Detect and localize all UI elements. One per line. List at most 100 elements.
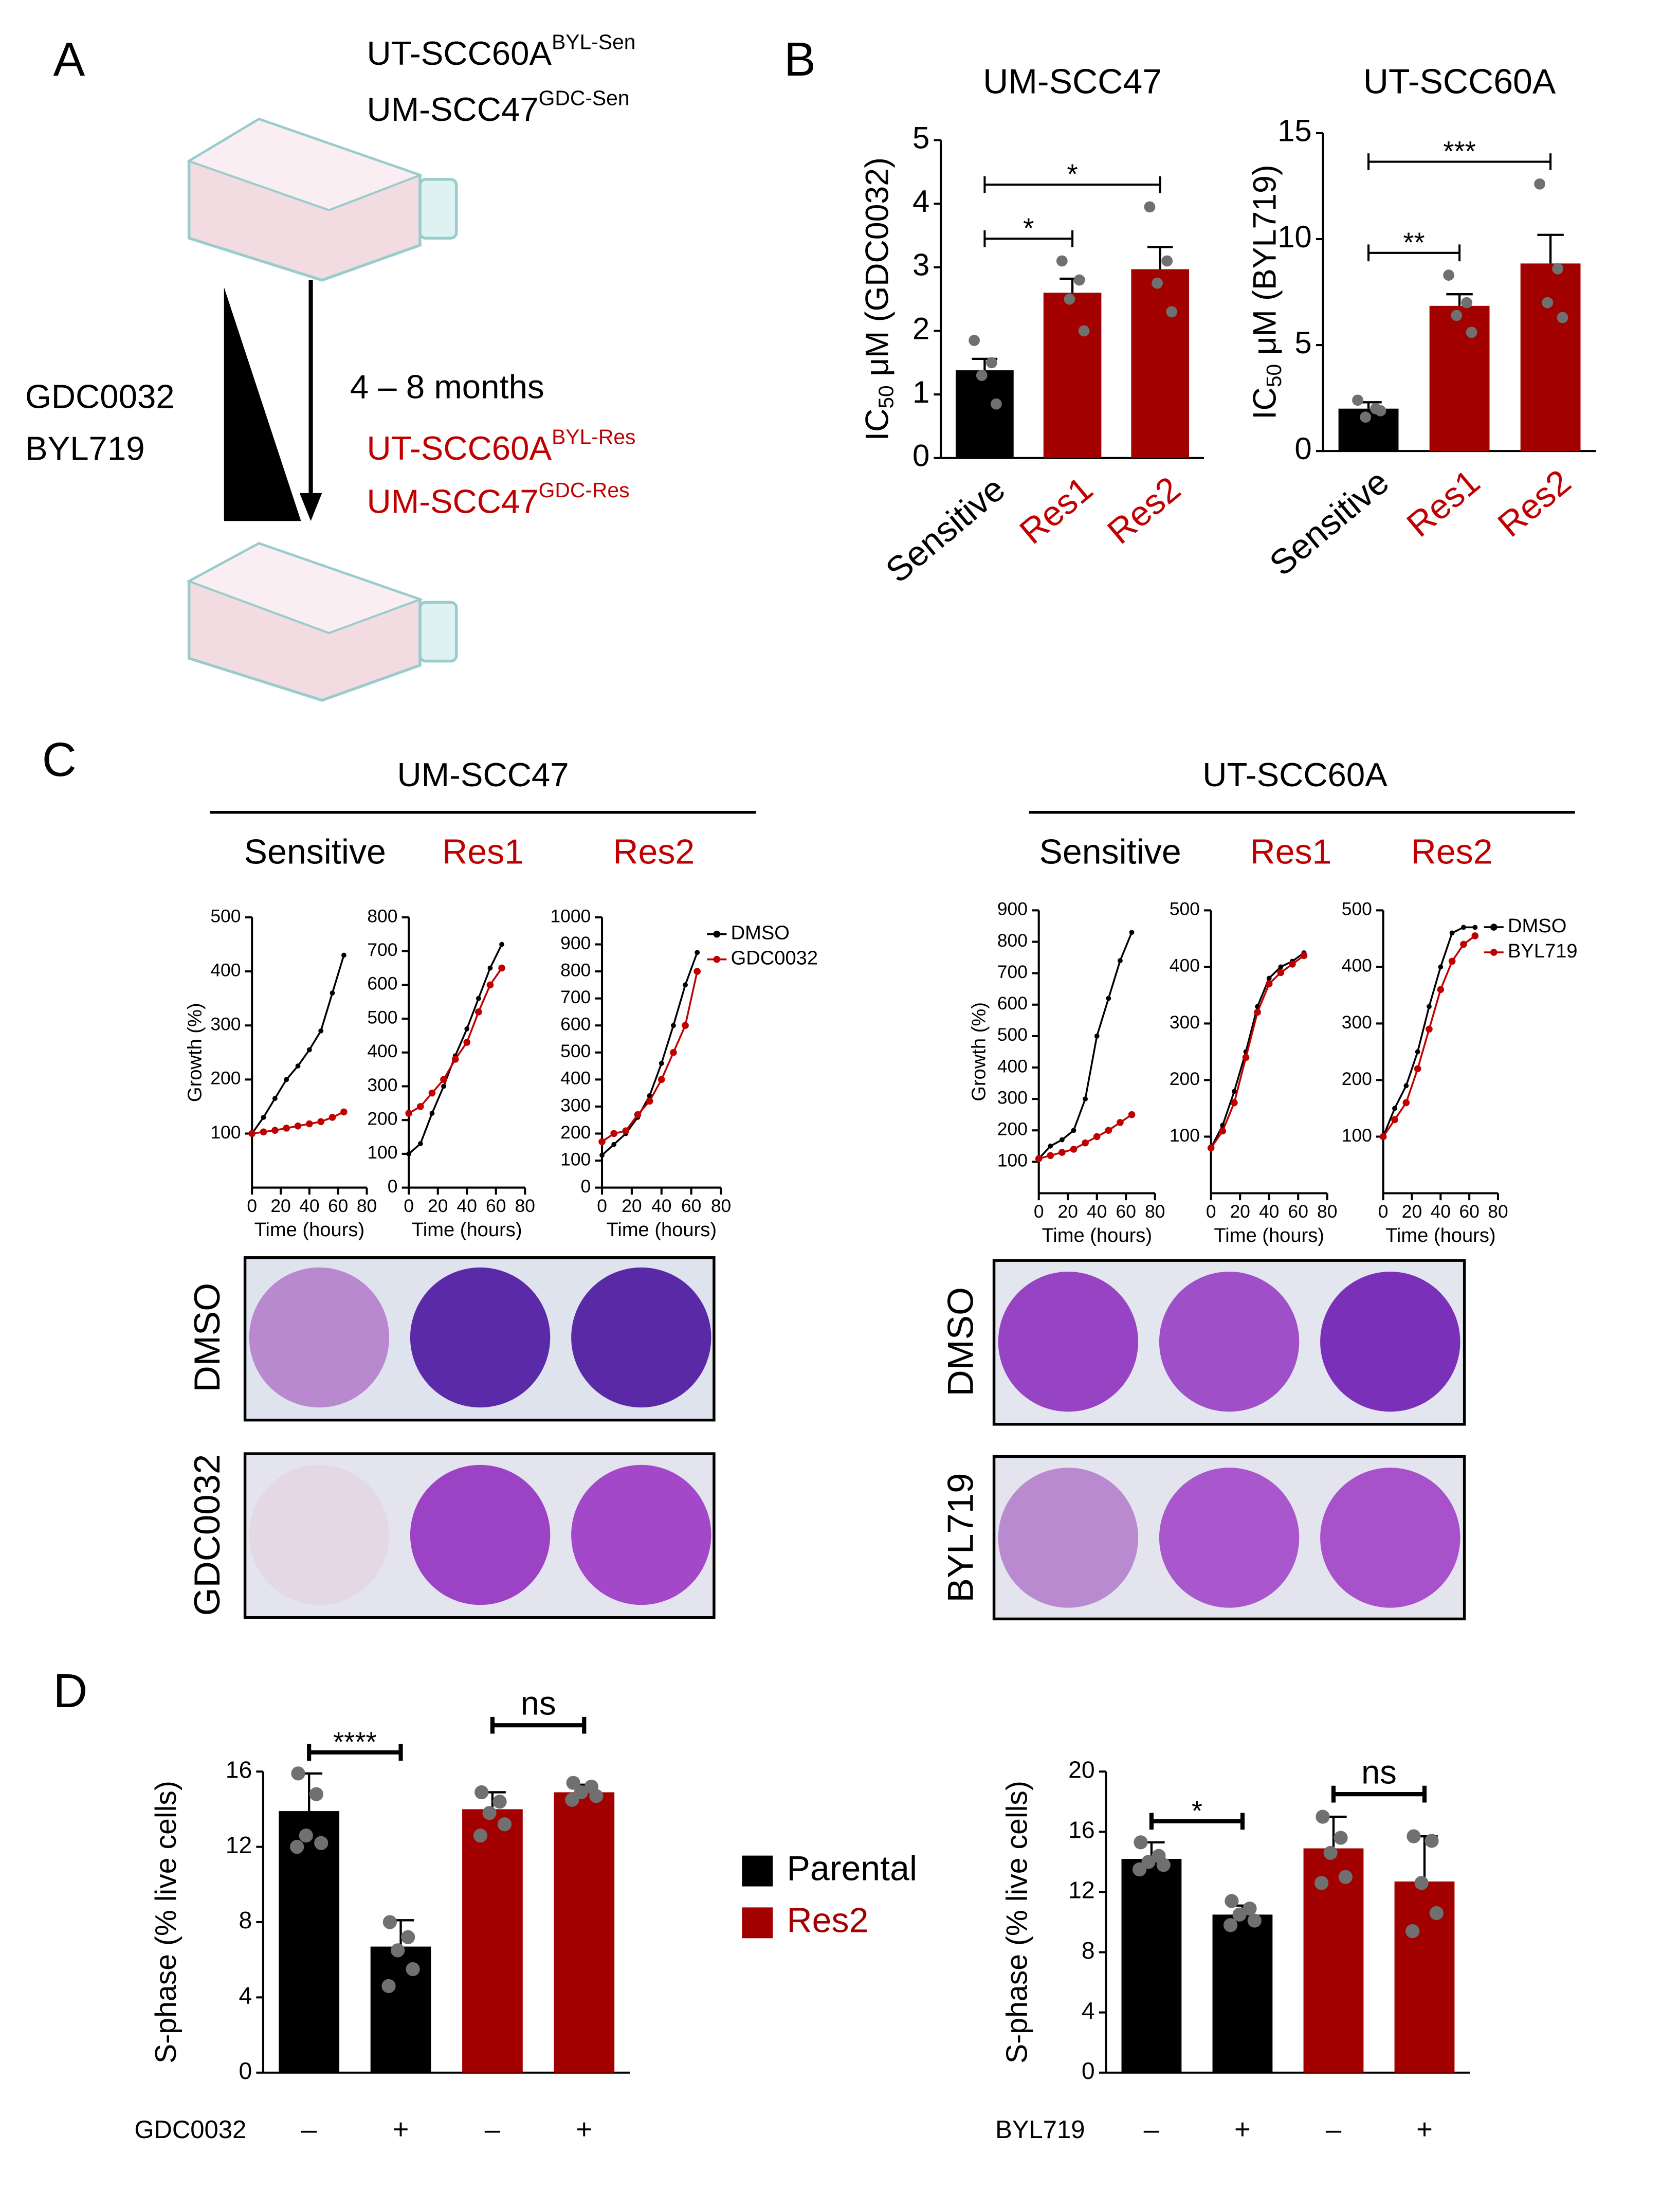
data-point [1334,1831,1348,1845]
y-axis-label: S-phase (% live cells) [1001,1781,1034,2064]
y-tick-label: 1000 [551,906,591,926]
series-dot [464,1026,470,1032]
x-tick-label: 40 [299,1196,319,1216]
duration: 4 – 8 months [350,368,544,406]
data-point [1360,411,1372,423]
x-tick-label: 60 [328,1196,348,1216]
y-tick-label: 800 [560,960,591,980]
series-dot [428,1089,436,1097]
cell-line-sup: BYL-Sen [552,30,635,53]
data-point [406,1962,420,1977]
x-tick-label: 20 [1402,1201,1422,1222]
series-dot [1438,964,1444,970]
cell-line-sup: GDC-Sen [539,86,630,110]
series-dot [1105,1127,1112,1134]
data-point [381,1979,396,1994]
x-tick-label: 40 [1431,1201,1451,1222]
column-label: Res1 [442,832,524,871]
x-tick-label: 60 [1459,1201,1479,1222]
series-dot [1392,1106,1397,1111]
bar [279,1811,340,2073]
x-tick-label: 20 [270,1196,290,1216]
legend-dot [713,955,721,963]
y-tick-label: 500 [367,1007,397,1027]
y-tick-label: 100 [560,1149,591,1169]
series-dot [1035,1155,1043,1163]
y-tick-label: 600 [560,1014,591,1035]
y-tick-label: 600 [997,993,1028,1014]
series-dot [1106,996,1111,1001]
y-tick-label: 2 [912,311,929,346]
data-point [1247,1913,1262,1928]
series-dot [695,950,700,955]
y-tick-label: 16 [226,1756,252,1783]
series-dot [1379,1133,1387,1141]
series-dot [1117,1119,1124,1126]
data-point [1144,201,1156,213]
series-dot [1472,925,1478,930]
series-dot [499,942,504,947]
series-dot [1426,1025,1433,1033]
y-label-part: μM (BYL719) [1247,165,1283,364]
series-dot [1403,1083,1409,1089]
data-point [1429,1906,1444,1921]
x-tick-label: 40 [457,1196,477,1216]
y-tick-label: 500 [210,906,241,926]
series-dot [451,1056,459,1063]
y-tick-label: 600 [367,973,397,994]
y-tick-label: 300 [560,1095,591,1115]
series-dot [598,1138,606,1146]
cell-line: UT-SCC60ABYL-Res [367,425,636,467]
series-dot [294,1122,302,1130]
y-tick-label: 900 [997,899,1028,919]
data-point [1316,1810,1330,1824]
cell-line-name: UM-SCC47 [367,483,539,520]
y-tick-label: 500 [1170,899,1200,919]
y-tick-label: 0 [912,439,929,473]
series-dot [1093,1133,1101,1141]
series-dot [1437,986,1445,993]
data-point [1161,255,1173,267]
y-tick-label: 4 [239,1982,252,2009]
y-tick-label: 400 [210,960,241,980]
y-axis-label: IC50 μM (GDC0032) [859,157,898,441]
legend-dot [1490,949,1498,956]
series-dot [634,1111,642,1118]
y-tick-label: 10 [1277,220,1312,254]
arrow-head [299,493,322,521]
y-tick-label: 900 [560,933,591,953]
series-dot [1414,1065,1421,1073]
y-axis-label: Growth (%) [184,1003,206,1102]
series-dot [487,965,493,971]
sig-label: * [1192,1795,1202,1826]
data-point [1232,1907,1247,1922]
y-tick-label: 300 [1342,1012,1372,1033]
column-label: Sensitive [1039,832,1181,871]
bar [370,1946,431,2073]
cell-line-sup: BYL-Res [552,425,635,448]
series-dot [441,1083,446,1089]
series-dot [1427,1004,1432,1009]
y-tick-label: 200 [1342,1069,1372,1089]
series-dot [1047,1152,1054,1159]
x-tick-label: 80 [1145,1201,1165,1222]
series-line [408,967,503,1114]
x-tick-label: 60 [681,1196,701,1216]
chart-title: UT-SCC60A [1363,62,1556,101]
legend-label: GDC0032 [731,947,818,969]
x-tick-label: 80 [1488,1201,1508,1222]
data-point [1451,310,1463,321]
x-tick-label: 0 [1378,1201,1389,1222]
y-tick-label: 0 [1294,431,1311,466]
y-tick-label: 4 [1082,1997,1095,2024]
y-tick-label: 200 [560,1122,591,1143]
data-point [1375,405,1386,417]
series-dot [1207,1144,1215,1152]
cell-line-name: UM-SCC47 [367,91,539,128]
y-tick-label: 800 [997,930,1028,951]
cell-line: UM-SCC47GDC-Sen [367,86,630,128]
series-dot [646,1097,653,1105]
y-tick-label: 200 [367,1109,397,1129]
series-dot [486,981,494,989]
series-dot [498,964,505,972]
